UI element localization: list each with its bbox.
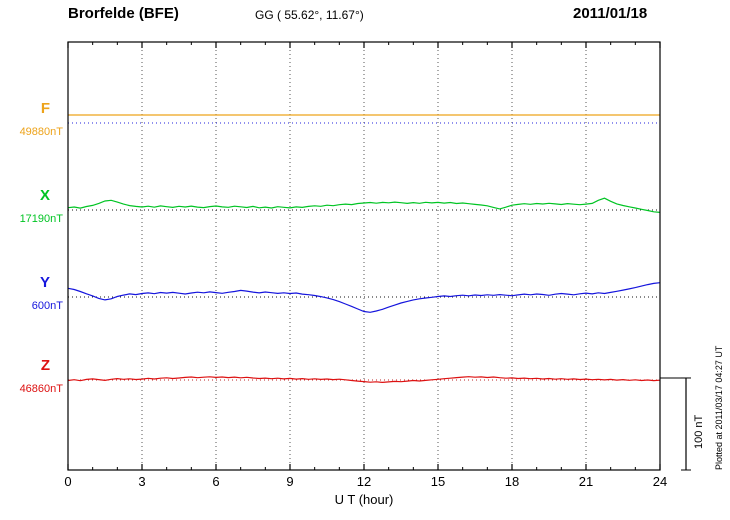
trace-Y: [67, 282, 661, 313]
geographic-coordinates: GG ( 55.62°, 11.67°): [255, 8, 364, 22]
channel-letter-F: F: [40, 100, 50, 118]
x-tick-label: 18: [504, 474, 520, 489]
scale-bar-label: 100 nT: [693, 414, 705, 449]
x-tick-label: 0: [64, 474, 72, 489]
x-tick-label: 15: [430, 474, 446, 489]
trace-Z: [67, 376, 661, 384]
x-tick-label: 24: [652, 474, 668, 489]
channel-baseline-F: 49880nT: [19, 126, 63, 139]
channel-letter-X: X: [39, 186, 50, 204]
plot-frame: [67, 41, 661, 471]
channel-letter-Y: Y: [39, 274, 50, 291]
channel-letter-Z: Z: [40, 356, 50, 374]
x-tick-label: 9: [286, 474, 294, 489]
station-title: Brorfelde (BFE): [68, 5, 179, 22]
x-tick-label: 21: [578, 474, 594, 489]
x-tick-label: 3: [138, 474, 146, 489]
trace-X: [67, 197, 661, 213]
x-tick-label: 12: [356, 474, 372, 489]
x-tick-label: 6: [212, 474, 220, 489]
plotted-at-label: Plotted at 2011/03/17 04:27 UT: [714, 345, 724, 470]
channel-baseline-Y: 600nT: [31, 300, 63, 312]
x-axis-label: U T (hour): [334, 492, 394, 507]
plot-date: 2011/01/18: [573, 5, 648, 22]
channel-baseline-Z: 46860nT: [19, 382, 63, 395]
channel-baseline-X: 17190nT: [19, 212, 63, 225]
